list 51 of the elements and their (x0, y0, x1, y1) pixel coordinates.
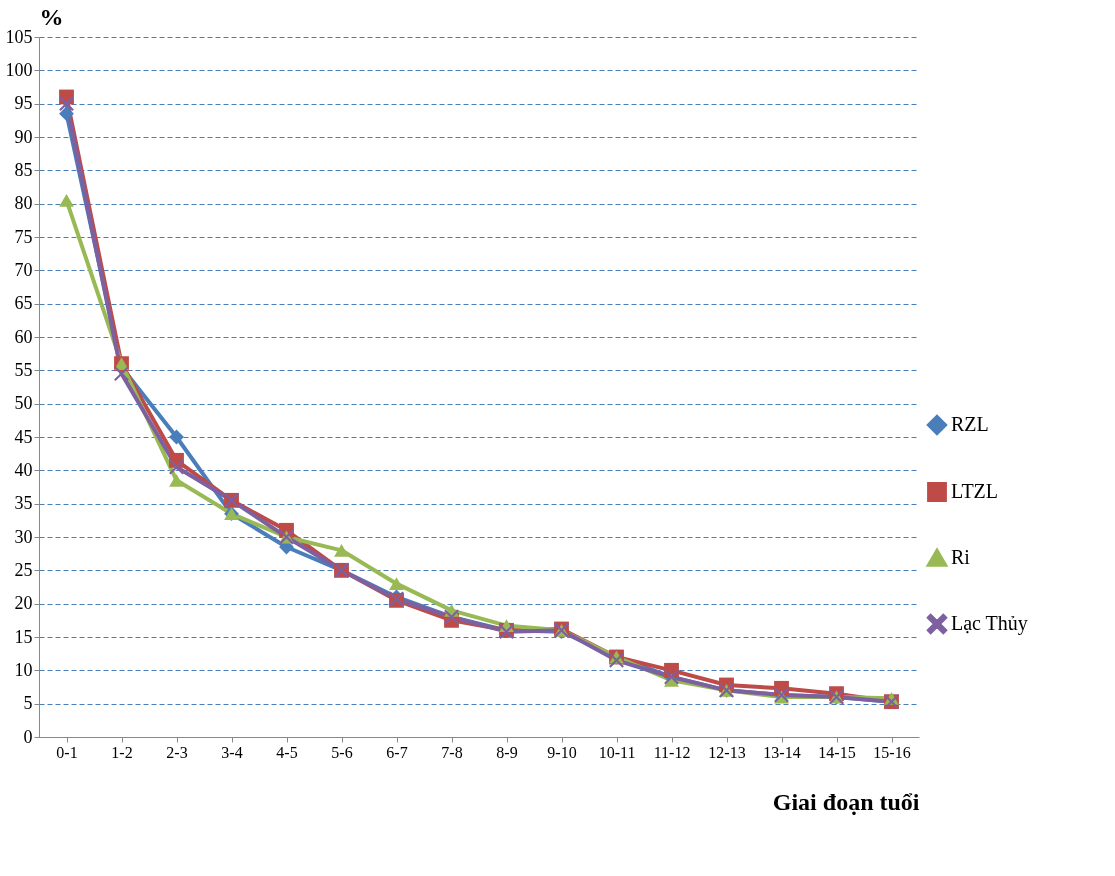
y-tick-label: 65 (14, 293, 33, 314)
y-tick-label: 5 (23, 693, 33, 714)
x-tick-label: 15-16 (873, 743, 911, 761)
x-tick-label: 8-9 (496, 743, 518, 761)
legend-label: RZL (951, 413, 989, 435)
y-tick-label: 15 (14, 626, 33, 647)
x-tick-label: 7-8 (441, 743, 463, 761)
y-tick-label: 105 (5, 26, 33, 47)
point (59, 96, 74, 112)
y-tick-label: 70 (14, 259, 33, 280)
y-tick-label: 85 (14, 159, 33, 180)
legend-label: Lạc Thủy (951, 612, 1028, 635)
x-tick-label: 3-4 (221, 743, 243, 761)
y-tick-label: 25 (14, 559, 33, 580)
y-tick-label: 60 (14, 326, 33, 347)
legend-label: LTZL (951, 480, 999, 502)
y-tick-label: 75 (14, 226, 33, 247)
x-axis-title: Giai đoạn tuổi (772, 788, 920, 815)
y-tick-label: 55 (14, 359, 33, 380)
point (334, 543, 349, 557)
y-tick-label: 90 (14, 126, 33, 147)
point (169, 473, 184, 487)
x-tick-label: 12-13 (708, 743, 746, 761)
y-tick-label: 0 (23, 726, 33, 747)
y-tick-label: 40 (14, 459, 33, 480)
y-tick-label: 20 (14, 593, 33, 614)
y-tick-label: 30 (14, 526, 33, 547)
x-tick-label: 9-10 (547, 743, 577, 761)
x-tick-label: 4-5 (276, 743, 298, 761)
x-tick-label: 10-11 (598, 743, 636, 761)
x-tick-label: 14-15 (818, 743, 856, 761)
y-tick-label: 95 (14, 93, 33, 114)
y-tick-label: 10 (14, 659, 33, 680)
x-tick-label: 1-2 (111, 743, 133, 761)
point (389, 577, 404, 591)
y-tick-label: 80 (14, 193, 33, 214)
x-tick-label: 6-7 (386, 743, 408, 761)
legend-label: Ri (951, 546, 971, 568)
x-tick-label: 5-6 (331, 743, 353, 761)
point (59, 106, 74, 122)
point (114, 366, 129, 382)
y-tick-label: 45 (14, 426, 33, 447)
x-tick-label: 11-12 (653, 743, 691, 761)
y-tick-label: 100 (5, 59, 33, 80)
x-tick-label: 0-1 (56, 743, 78, 761)
y-tick-label: 50 (14, 393, 33, 414)
point (59, 193, 74, 207)
y-axis-title: % (39, 3, 64, 30)
x-tick-label: 13-14 (763, 743, 801, 761)
y-tick-label: 35 (14, 493, 33, 514)
x-tick-label: 2-3 (166, 743, 188, 761)
